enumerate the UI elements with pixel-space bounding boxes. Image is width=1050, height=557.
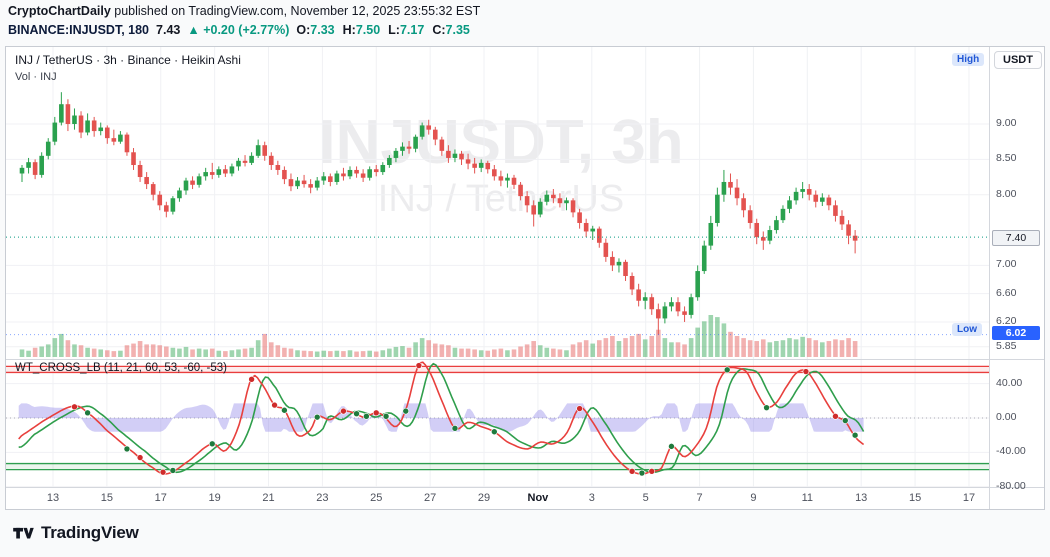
price-axis-label: 9.00 <box>996 117 1017 129</box>
time-axis-label: 27 <box>424 492 437 504</box>
time-axis-label: 23 <box>316 492 329 504</box>
attribution-text: published on TradingView.com, November 1… <box>110 4 481 18</box>
indicator-legend[interactable]: WT_CROSS_LB (11, 21, 60, 53, -60, -53) <box>15 362 227 374</box>
time-axis-label: 17 <box>154 492 167 504</box>
open-value: 7.33 <box>310 23 335 37</box>
high-label: H: <box>342 23 356 37</box>
price-axis-label: 8.00 <box>996 187 1017 200</box>
last-price: 7.43 <box>156 23 181 37</box>
time-axis-label: 13 <box>46 492 60 504</box>
low-marker-badge: Low <box>952 323 982 336</box>
time-axis-label: 5 <box>642 492 649 504</box>
main-series-legend[interactable]: INJ / TetherUS · 3h · Binance · Heikin A… <box>15 53 241 67</box>
time-axis-label: 11 <box>801 492 814 504</box>
price-axis-label: 7.00 <box>996 258 1017 271</box>
high-marker-badge: High <box>952 53 985 66</box>
time-axis-label: 19 <box>208 492 221 504</box>
symbol-info-bar: BINANCE:INJUSDT, 180 7.43 ▲ +0.20 (+2.77… <box>8 23 470 37</box>
time-axis-label: 29 <box>477 492 491 504</box>
time-axis-label: Nov <box>527 492 549 504</box>
low-value: 7.17 <box>399 23 425 37</box>
indicator-axis-label: 0.00 <box>996 411 1017 423</box>
tradingview-logo-icon <box>13 527 34 539</box>
price-axis-label: 6.20 <box>996 314 1017 327</box>
indicator-axis-label: -40.00 <box>996 445 1026 458</box>
time-axis-label: 15 <box>908 492 922 504</box>
time-axis-label: 3 <box>588 492 595 504</box>
symbol-name: BINANCE:INJUSDT, 180 <box>8 23 150 37</box>
indicator-axis-label: -80.00 <box>996 479 1026 492</box>
time-axis-label: 9 <box>750 492 757 504</box>
chart-panel[interactable]: INJUSDT, 3h INJ / TetherUS INJ / TetherU… <box>5 46 1045 510</box>
last-price-axis-badge: 7.40 <box>992 230 1040 246</box>
close-value: 7.35 <box>445 23 470 37</box>
time-axis-label: 25 <box>370 492 383 504</box>
open-label: O: <box>296 23 311 37</box>
indicator-axis-label: 40.00 <box>996 376 1023 389</box>
close-label: C: <box>432 23 446 37</box>
time-axis-label: 13 <box>855 492 868 504</box>
high-value: 7.50 <box>355 23 381 37</box>
footer-brand-text: TradingView <box>41 523 139 542</box>
footer-brand[interactable]: TradingView <box>12 522 139 544</box>
price-change: ▲ +0.20 (+2.77%) <box>187 23 290 37</box>
low-value-axis-badge: 6.02 <box>992 326 1040 340</box>
time-axis-label: 17 <box>962 492 976 504</box>
chart-canvas[interactable] <box>6 47 1044 509</box>
low-label: L: <box>388 23 400 37</box>
attribution-author: CryptoChartDaily <box>8 4 111 18</box>
ohlc-values: O:7.33 H:7.50 L:7.17 C:7.35 <box>296 23 469 37</box>
attribution-bar: CryptoChartDaily published on TradingVie… <box>8 4 480 18</box>
price-axis-label: 5.85 <box>996 339 1017 352</box>
time-axis-label: 7 <box>696 492 703 504</box>
volume-legend[interactable]: Vol · INJ <box>15 71 57 83</box>
price-axis-label: 8.50 <box>996 152 1017 165</box>
time-axis-label: 15 <box>100 492 113 504</box>
time-axis-label: 21 <box>262 492 275 504</box>
price-axis-label: 6.60 <box>996 286 1017 299</box>
currency-toggle-button[interactable]: USDT <box>994 51 1042 69</box>
